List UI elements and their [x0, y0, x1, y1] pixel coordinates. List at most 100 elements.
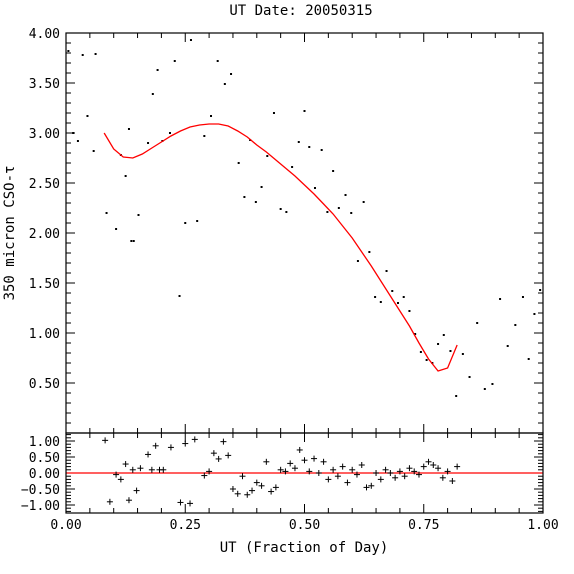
residual-point	[315, 470, 322, 476]
residual-point	[225, 452, 232, 459]
residual-y-tick-label: −0.50	[21, 483, 60, 498]
data-point	[362, 201, 365, 203]
residual-point	[206, 468, 213, 475]
data-point	[425, 359, 428, 361]
residual-point	[320, 458, 327, 465]
residual-point	[253, 479, 260, 486]
data-point	[527, 358, 530, 360]
x-tick-label: 1.00	[527, 518, 558, 533]
data-point	[437, 343, 440, 345]
data-point	[468, 376, 471, 378]
main-y-tick-label: 2.50	[29, 177, 60, 192]
main-y-tick-label: 3.00	[29, 127, 60, 142]
data-point	[514, 324, 517, 326]
data-point	[455, 395, 458, 397]
data-point	[132, 240, 135, 242]
data-point	[350, 212, 353, 214]
residual-point	[311, 455, 318, 462]
fit-curve	[103, 123, 458, 372]
residual-point	[435, 465, 442, 472]
data-point	[196, 220, 199, 222]
residual-point	[148, 466, 155, 473]
data-point	[297, 141, 300, 143]
residual-x-ticks	[89, 433, 520, 513]
data-point	[491, 383, 494, 385]
data-point	[266, 155, 269, 157]
residual-panel: 1.000.500.00−0.50−1.00 0.00 0.25 0.50 0.75 1…	[21, 432, 559, 533]
residual-point	[229, 486, 236, 492]
residual-point	[177, 499, 184, 506]
main-x-ticks	[89, 33, 520, 433]
data-point	[396, 302, 399, 304]
residual-point	[349, 466, 356, 473]
data-point	[332, 170, 335, 172]
data-point	[476, 322, 479, 324]
data-point	[210, 115, 213, 117]
data-point	[506, 345, 509, 347]
residual-point	[325, 476, 332, 483]
residual-x-tick-labels: 0.00 0.25 0.50 0.75 1.00	[50, 518, 558, 533]
residual-point	[401, 473, 408, 480]
residual-point	[113, 471, 120, 478]
x-tick-label: 0.25	[170, 518, 201, 533]
residual-y-tick-label: −1.00	[21, 499, 60, 514]
residual-point	[152, 442, 159, 449]
data-point	[237, 162, 240, 164]
main-y-ticks	[66, 32, 543, 424]
residual-point	[122, 461, 129, 468]
residual-point	[244, 491, 251, 498]
data-point	[130, 240, 133, 242]
main-y-tick-label: 3.50	[29, 77, 60, 92]
residual-point	[263, 458, 270, 465]
residual-point	[415, 471, 422, 478]
residual-point	[191, 436, 198, 443]
data-point	[483, 388, 486, 390]
data-point	[461, 353, 464, 355]
data-point	[356, 260, 359, 262]
residual-point	[306, 468, 313, 475]
main-y-tick-label: 1.50	[29, 277, 60, 292]
main-y-tick-label: 4.00	[29, 27, 60, 42]
residual-point	[249, 487, 256, 494]
data-point	[216, 60, 219, 62]
residual-point	[258, 482, 265, 489]
residual-y-tick-labels: 1.000.500.00−0.50−1.00	[21, 435, 60, 514]
residual-point	[387, 470, 394, 476]
residual-point	[102, 437, 109, 444]
residual-point	[430, 462, 437, 468]
residual-point	[420, 463, 427, 470]
data-point	[254, 201, 257, 203]
residual-point	[187, 500, 194, 507]
residual-point	[353, 471, 360, 478]
residual-point	[392, 474, 399, 481]
data-point	[203, 135, 206, 137]
data-point	[313, 187, 316, 189]
residual-point	[282, 468, 289, 475]
residual-point	[210, 450, 217, 457]
data-point	[326, 211, 329, 213]
residual-point	[220, 438, 227, 445]
main-panel: 4.00 3.50 3.00 2.50 2.00 1.50 1.00 0.50	[29, 27, 544, 434]
data-point	[81, 54, 84, 56]
x-tick-label: 0.00	[50, 518, 81, 533]
data-point	[223, 83, 226, 85]
main-y-tick-label: 2.00	[29, 227, 60, 242]
data-point	[189, 39, 192, 41]
data-point	[124, 175, 127, 177]
residual-point	[137, 465, 144, 472]
residual-points	[102, 436, 461, 507]
data-point	[147, 142, 150, 144]
data-point	[385, 270, 388, 272]
data-point	[379, 301, 382, 303]
residual-point	[160, 466, 167, 473]
residual-point	[201, 472, 208, 479]
residual-point	[373, 470, 380, 476]
data-point	[337, 207, 340, 209]
residual-point	[339, 463, 346, 470]
residual-point	[358, 462, 365, 468]
data-point	[86, 115, 89, 117]
residual-point	[334, 473, 341, 480]
residual-point	[234, 490, 241, 497]
